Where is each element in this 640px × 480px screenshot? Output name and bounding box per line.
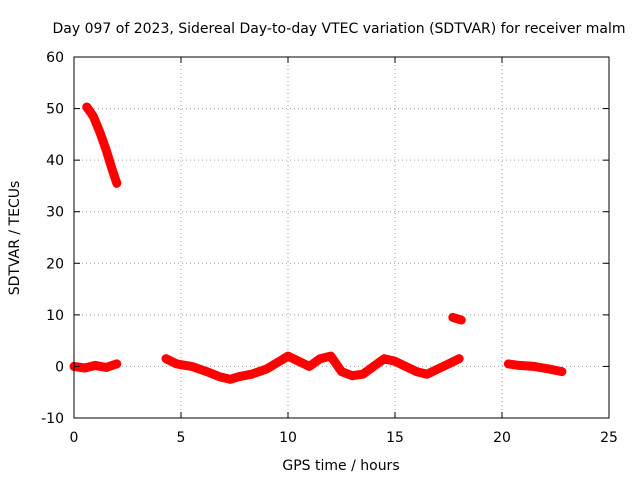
series-band — [161, 351, 464, 384]
plot-frame — [73, 56, 610, 419]
data-point — [80, 363, 89, 372]
x-axis-label: GPS time / hours — [282, 458, 399, 474]
x-tick-label: 0 — [70, 430, 79, 446]
x-tick-labels: 0 5 10 15 20 25 — [70, 430, 618, 446]
data-point — [433, 365, 442, 374]
data-point — [294, 357, 303, 366]
y-tick-label: 30 — [46, 205, 64, 221]
data-point — [215, 372, 224, 381]
data-point — [557, 367, 566, 376]
y-tick-label: 10 — [46, 308, 64, 324]
data-point — [262, 365, 271, 374]
y-tick-label: 20 — [46, 256, 64, 272]
data-point — [82, 103, 91, 112]
data-point — [448, 313, 457, 322]
data-point — [369, 362, 378, 371]
data-point — [234, 372, 243, 381]
data-point — [108, 166, 117, 175]
y-tick-label: 0 — [55, 359, 64, 375]
data-point — [172, 359, 181, 368]
series-segment-4 — [448, 312, 466, 325]
y-tick-label: 60 — [46, 50, 64, 66]
data-point — [89, 112, 98, 121]
data-point — [202, 367, 211, 376]
data-point — [102, 145, 111, 154]
data-point — [530, 362, 539, 371]
data-point — [380, 354, 389, 363]
data-point — [455, 354, 464, 363]
data-point — [337, 367, 346, 376]
data-point — [358, 370, 367, 379]
data-point — [187, 362, 196, 371]
chart-title: Day 097 of 2023, Sidereal Day-to-day VTE… — [53, 21, 626, 37]
x-tick-label: 5 — [177, 430, 186, 446]
x-tick-label: 20 — [493, 430, 511, 446]
data-series — [69, 102, 567, 384]
data-point — [112, 359, 121, 368]
data-point — [316, 354, 325, 363]
data-point — [401, 362, 410, 371]
y-tick-label: -10 — [41, 411, 64, 427]
data-point — [444, 359, 453, 368]
y-tick-label: 40 — [46, 153, 64, 169]
data-point — [102, 363, 111, 372]
data-point — [162, 354, 171, 363]
y-tick-label: 50 — [46, 102, 64, 118]
series-segment-5 — [503, 359, 567, 377]
data-point — [412, 367, 421, 376]
data-point — [348, 371, 357, 380]
series-segment-2 — [82, 102, 122, 188]
data-point — [457, 316, 466, 325]
data-point — [284, 352, 292, 361]
data-point — [112, 179, 121, 188]
data-point — [423, 370, 432, 379]
data-point — [326, 352, 335, 361]
x-tick-label: 25 — [600, 430, 618, 446]
series-segment-3 — [161, 351, 464, 384]
x-tick-label: 10 — [279, 430, 297, 446]
data-point — [91, 361, 100, 370]
data-point — [305, 362, 314, 371]
y-tick-labels: -10 0 10 20 30 40 50 60 — [41, 50, 64, 427]
data-point — [391, 357, 399, 366]
data-point — [247, 370, 256, 379]
data-point — [275, 357, 284, 366]
data-point — [504, 359, 513, 368]
data-point — [545, 365, 554, 374]
y-axis-label: SDTVAR / TECUs — [7, 181, 23, 296]
series-segment-1 — [69, 359, 122, 373]
data-point — [95, 127, 104, 136]
data-point — [515, 361, 524, 370]
x-tick-label: 15 — [386, 430, 404, 446]
data-point — [226, 375, 235, 384]
